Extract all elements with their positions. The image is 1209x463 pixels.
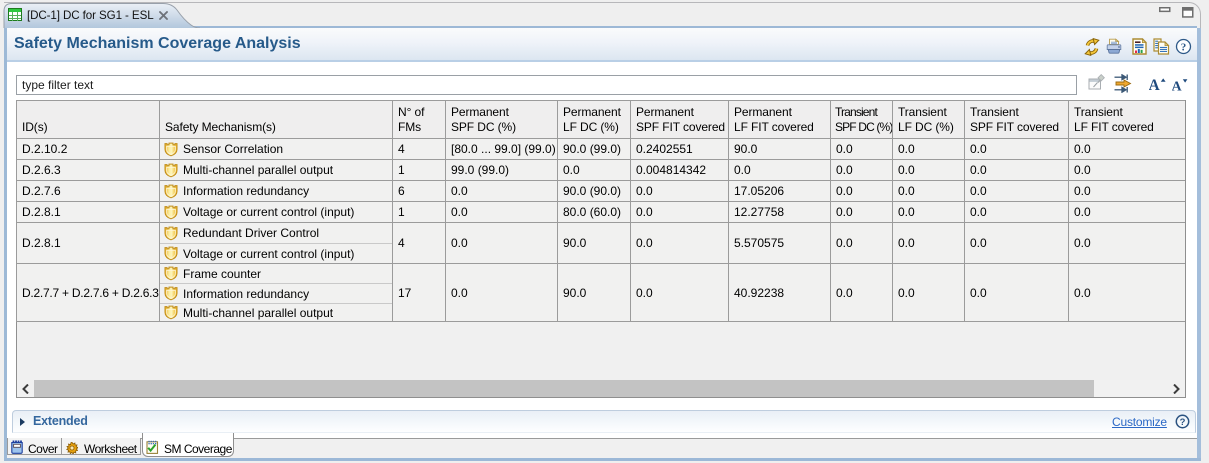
- svg-text:A: A: [1149, 77, 1161, 92]
- svg-text:?: ?: [1180, 417, 1186, 428]
- svg-text:?: ?: [1181, 41, 1187, 53]
- svg-text:A: A: [1172, 80, 1183, 93]
